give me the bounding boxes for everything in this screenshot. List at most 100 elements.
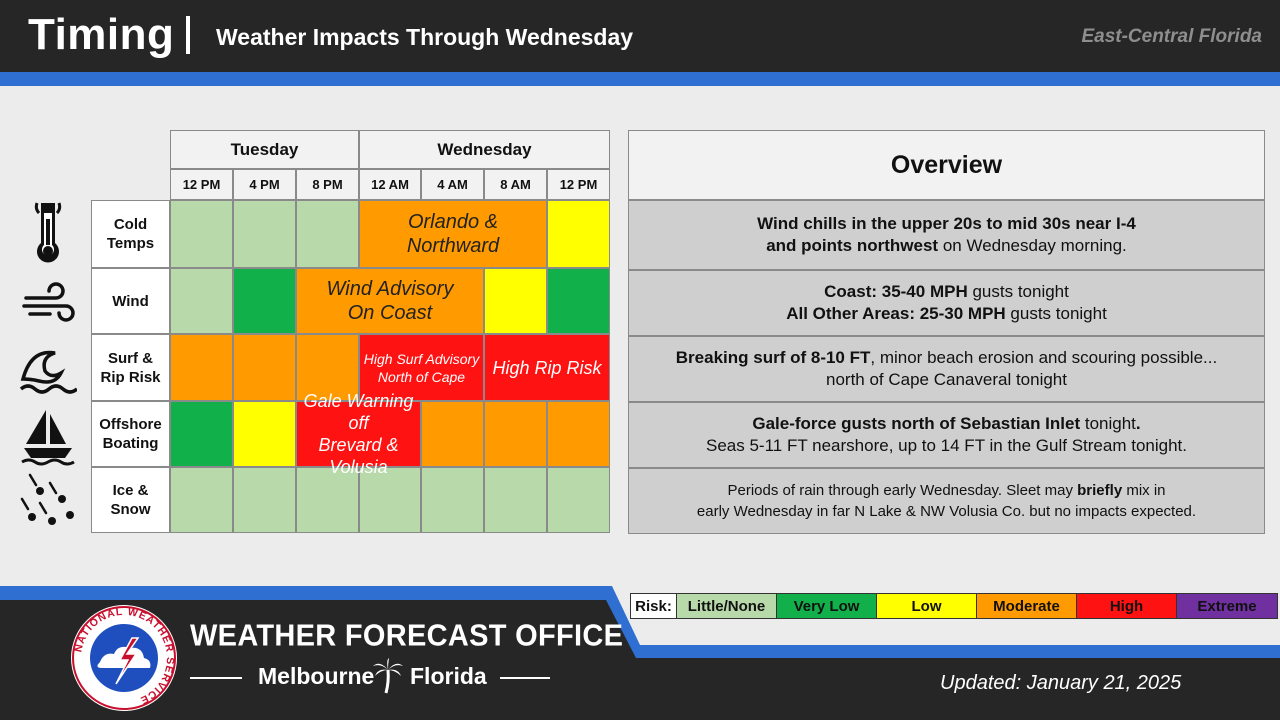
risk-cell-merged (296, 268, 484, 334)
row-label-line: Surf & (107, 349, 153, 367)
legend-item-very-low: Very Low (777, 594, 877, 618)
risk-note-line: Gale Warning off (303, 391, 414, 433)
office-city: Melbourne (258, 663, 375, 689)
row-label-line: Temps (106, 235, 155, 252)
row-label-cold-temps: Cold Temps (91, 200, 170, 268)
risk-note-line: North of Cape (377, 368, 466, 385)
row-label-line: Wind (112, 292, 149, 310)
row-label-line: Cold (113, 216, 148, 233)
risk-cell (547, 401, 610, 467)
risk-cell (296, 467, 359, 533)
row-label-line: Boating (102, 435, 159, 452)
risk-cell (296, 334, 359, 401)
risk-cell-merged (484, 334, 610, 401)
overview-text: north of Cape Canaveral tonight (826, 370, 1067, 389)
header-bar (0, 0, 1280, 72)
risk-cell (547, 268, 610, 334)
overview-text: Gale-force gusts north of Sebastian Inle… (752, 414, 1081, 433)
risk-cell (359, 467, 421, 533)
risk-cell (170, 467, 233, 533)
risk-cell (233, 467, 296, 533)
row-label-text: Ice & Snow (111, 481, 151, 519)
sleet-icon (16, 468, 80, 534)
overview-text: on Wednesday morning. (938, 236, 1127, 255)
sailboat-icon (16, 402, 80, 468)
overview-text: mix in (1122, 482, 1166, 499)
title-divider (186, 16, 190, 54)
risk-cell-merged (359, 200, 547, 268)
time-header: 4 PM (233, 169, 296, 200)
legend-item-moderate: Moderate (977, 594, 1077, 618)
overview-text: gusts tonight (967, 282, 1069, 301)
row-label-text: Offshore Boating (99, 415, 162, 453)
row-label-offshore-boating: Offshore Boating (91, 401, 170, 467)
office-state: Florida (410, 663, 487, 689)
overview-row-ice: Periods of rain through early Wednesday.… (628, 468, 1265, 534)
risk-cell (547, 200, 610, 268)
time-header: 12 PM (547, 169, 610, 200)
risk-note-line: High Surf Advisory (363, 350, 480, 367)
risk-cell (547, 467, 610, 533)
row-label-line: Rip Risk (100, 368, 161, 386)
overview-text: early Wednesday in far N Lake & NW Volus… (696, 503, 1197, 520)
office-name: WEATHER FORECAST OFFICE (190, 619, 624, 653)
overview-text: briefly (1077, 482, 1123, 499)
risk-cell (296, 200, 359, 268)
header-accent-stripe (0, 72, 1280, 86)
row-label-surf-rip-risk: Surf & Rip Risk (91, 334, 170, 401)
legend-item-low: Low (877, 594, 977, 618)
overview-row-boating: Gale-force gusts north of Sebastian Inle… (628, 402, 1265, 468)
risk-note-line: Orlando & (407, 211, 499, 233)
row-label-line: Offshore (99, 416, 162, 433)
risk-cell (484, 401, 547, 467)
day-header-wednesday: Wednesday (359, 130, 610, 169)
overview-row-wind: Coast: 35-40 MPH gusts tonight All Other… (628, 270, 1265, 336)
time-header: 4 AM (421, 169, 484, 200)
overview-text: . (1135, 414, 1141, 433)
legend-item-high: High (1077, 594, 1177, 618)
risk-cell (484, 268, 547, 334)
time-header: 8 AM (484, 169, 547, 200)
wind-icon (16, 270, 80, 336)
risk-cell (421, 467, 484, 533)
divider-line (190, 677, 242, 679)
wave-icon (16, 336, 80, 402)
risk-cell (170, 334, 233, 401)
thermometer-icon (16, 200, 80, 266)
overview-text: gusts tonight (1005, 304, 1107, 323)
risk-cell-merged (359, 334, 484, 401)
row-label-line: Ice & (112, 482, 149, 499)
overview-text: Seas 5-11 FT nearshore, up to 14 FT in t… (706, 436, 1187, 455)
overview-text: Breaking surf of 8-10 FT (675, 348, 871, 367)
risk-note-line: Wind Advisory (326, 278, 454, 300)
row-label-text: Cold Temps (107, 215, 154, 253)
legend-item-extreme: Extreme (1177, 594, 1277, 618)
risk-cell (170, 268, 233, 334)
risk-note-rip: High Rip Risk (484, 334, 610, 401)
risk-cell (170, 200, 233, 268)
overview-row-surf: Breaking surf of 8-10 FT, minor beach er… (628, 336, 1265, 402)
legend-item-little-none: Little/None (677, 594, 777, 618)
day-header-tuesday: Tuesday (170, 130, 359, 169)
row-label-wind: Wind (91, 268, 170, 334)
risk-note-line: On Coast (347, 302, 433, 324)
overview-text: Coast: 35-40 MPH (824, 282, 968, 301)
divider-line (500, 677, 550, 679)
row-label-ice-snow: Ice & Snow (91, 467, 170, 533)
time-header: 12 PM (170, 169, 233, 200)
overview-text: tonight (1080, 414, 1136, 433)
risk-cell (233, 268, 296, 334)
risk-cell (233, 401, 296, 467)
risk-note-wind: Wind Advisory On Coast (296, 268, 484, 334)
legend-label: Risk: (631, 594, 677, 618)
risk-legend: Risk: Little/None Very Low Low Moderate High… (630, 593, 1278, 619)
risk-cell (233, 200, 296, 268)
overview-text: All Other Areas: 25-30 MPH (786, 304, 1006, 323)
risk-note-line: Brevard & Volusia (318, 435, 399, 477)
row-label-text: Wind (112, 292, 149, 311)
risk-note-line: High Rip Risk (492, 357, 602, 378)
page-title: Timing (28, 10, 175, 59)
overview-text: , minor beach erosion and scouring possi… (870, 348, 1218, 367)
risk-cell (421, 401, 484, 467)
